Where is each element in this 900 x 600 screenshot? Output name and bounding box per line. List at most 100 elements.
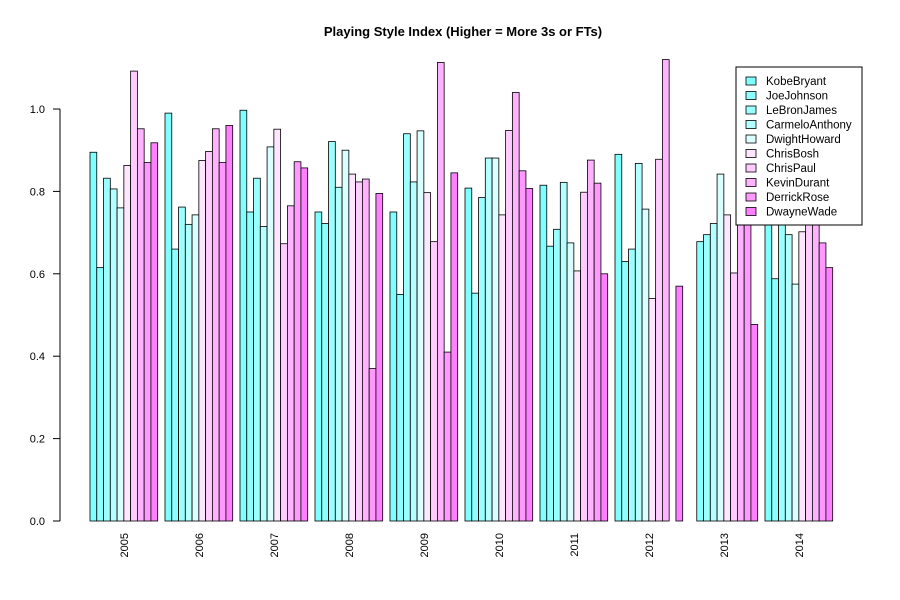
bar-group-2010	[464, 92, 534, 522]
x-tick-label: 2012	[644, 533, 656, 557]
x-tick-label: 2009	[419, 533, 431, 557]
bar-2014-ChrisPaul	[805, 207, 813, 522]
bar-2008-ChrisPaul	[355, 181, 363, 522]
bar-2014-DwayneWade	[825, 267, 834, 522]
x-tick-label: 2014	[794, 533, 806, 557]
bars	[89, 59, 834, 522]
bar-2010-ChrisBosh	[498, 214, 507, 522]
bar-2005-LeBronJames	[103, 177, 111, 522]
bar-2014-DerrickRose	[818, 242, 827, 522]
bar-2013-JoeJohnson	[696, 241, 704, 522]
bar-group-2012	[614, 59, 684, 522]
bar-2006-LeBronJames	[178, 206, 186, 522]
legend: KobeBryant JoeJohnson LeBronJames CarmeloAn…	[735, 66, 863, 226]
bar-2011-CarmeloAnthony	[559, 181, 568, 522]
legend-swatch	[745, 120, 757, 129]
bar-2008-JoeJohnson	[321, 223, 329, 522]
bar-2006-DerrickRose	[218, 162, 227, 522]
bar-2012-DwightHoward	[641, 208, 650, 522]
bar-2010-DwayneWade	[525, 188, 534, 522]
x-tick-label: 2007	[269, 533, 281, 557]
bar-2008-DwayneWade	[375, 193, 384, 522]
legend-swatch	[745, 76, 757, 86]
bar-2005-DerrickRose	[143, 162, 152, 522]
bar-2007-LeBronJames	[253, 177, 261, 522]
bar-2005-KobeBryant	[89, 151, 98, 522]
bar-2008-DerrickRose	[368, 368, 377, 522]
bar-2005-ChrisPaul	[130, 70, 138, 522]
bar-2011-DerrickRose	[593, 182, 602, 522]
bar-2012-JoeJohnson	[621, 261, 629, 522]
bar-2009-DerrickRose	[443, 351, 452, 522]
legend-label: DerrickRose	[766, 192, 829, 204]
x-tick-label: 2006	[194, 533, 206, 557]
legend-label: ChrisPaul	[766, 163, 816, 175]
bar-2005-DwayneWade	[150, 142, 159, 522]
bar-2011-KobeBryant	[539, 184, 548, 522]
bar-2011-DwayneWade	[600, 273, 609, 522]
bar-2013-ChrisBosh	[723, 214, 732, 522]
bar-2012-KevinDurant	[661, 59, 670, 522]
x-tick-label: 2011	[569, 533, 581, 557]
legend-label: KobeBryant	[766, 76, 827, 88]
bar-2012-KobeBryant	[614, 153, 623, 522]
bar-2009-KevinDurant	[436, 62, 445, 522]
bar-2006-DwayneWade	[225, 125, 234, 522]
bar-group-2009	[389, 62, 459, 522]
y-axis: 0.0 0.2 0.4 0.6 0.8 1.0	[30, 104, 61, 528]
bar-2007-ChrisBosh	[273, 128, 282, 522]
bar-2008-CarmeloAnthony	[334, 186, 343, 522]
legend-label: LeBronJames	[766, 105, 837, 117]
bar-2007-KobeBryant	[239, 109, 248, 522]
legend-swatch	[745, 163, 757, 173]
legend-swatch	[745, 207, 757, 216]
bar-2014-KobeBryant	[764, 178, 773, 522]
bar-2013-DwightHoward	[716, 173, 725, 522]
x-tick-label: 2013	[719, 533, 731, 557]
chart-title: Playing Style Index (Higher = More 3s or…	[324, 24, 602, 39]
bar-2012-ChrisBosh	[648, 298, 657, 522]
bar-2005-CarmeloAnthony	[109, 188, 118, 522]
bar-2008-KobeBryant	[314, 211, 323, 522]
legend-box	[735, 66, 863, 226]
bar-2009-LeBronJames	[403, 133, 411, 522]
legend-label: KevinDurant	[766, 178, 830, 190]
bar-2007-JoeJohnson	[246, 211, 254, 522]
bar-2013-ChrisPaul	[730, 272, 738, 522]
x-tick-label: 2010	[494, 533, 506, 557]
legend-swatch	[745, 134, 757, 144]
bar-2009-KobeBryant	[389, 211, 398, 522]
bar-2006-JoeJohnson	[171, 248, 179, 522]
y-tick-label: 0.2	[30, 434, 45, 446]
bar-2007-DwayneWade	[300, 167, 309, 522]
bar-2010-DwightHoward	[491, 157, 500, 522]
bar-2007-DerrickRose	[293, 161, 302, 522]
bar-2012-CarmeloAnthony	[634, 162, 643, 522]
bar-2011-ChrisBosh	[573, 270, 582, 522]
legend-label: JoeJohnson	[766, 91, 828, 103]
y-tick-label: 1.0	[30, 104, 45, 116]
bar-2007-DwightHoward	[266, 146, 275, 522]
bar-2013-CarmeloAnthony	[709, 223, 718, 522]
bar-2014-CarmeloAnthony	[784, 234, 793, 522]
bar-2010-KobeBryant	[464, 187, 473, 522]
bar-group-2008	[314, 141, 384, 522]
bar-2006-CarmeloAnthony	[184, 223, 193, 522]
bar-2009-DwayneWade	[450, 172, 459, 522]
bar-2009-JoeJohnson	[396, 293, 404, 522]
bar-2013-DerrickRose	[743, 208, 752, 522]
bar-2014-ChrisBosh	[798, 231, 807, 522]
bar-2008-ChrisBosh	[348, 173, 357, 522]
bar-2009-CarmeloAnthony	[409, 181, 418, 522]
bar-2010-ChrisPaul	[505, 130, 513, 522]
legend-label: DwayneWade	[766, 207, 837, 219]
legend-label: DwightHoward	[766, 134, 841, 146]
y-tick-label: 0.8	[30, 186, 45, 198]
bar-2009-DwightHoward	[416, 130, 425, 522]
bar-2007-CarmeloAnthony	[259, 226, 268, 522]
bar-2014-DwightHoward	[791, 283, 800, 522]
bar-group-2007	[239, 109, 309, 522]
bar-2012-LeBronJames	[628, 248, 636, 522]
bar-2006-ChrisPaul	[205, 151, 213, 522]
